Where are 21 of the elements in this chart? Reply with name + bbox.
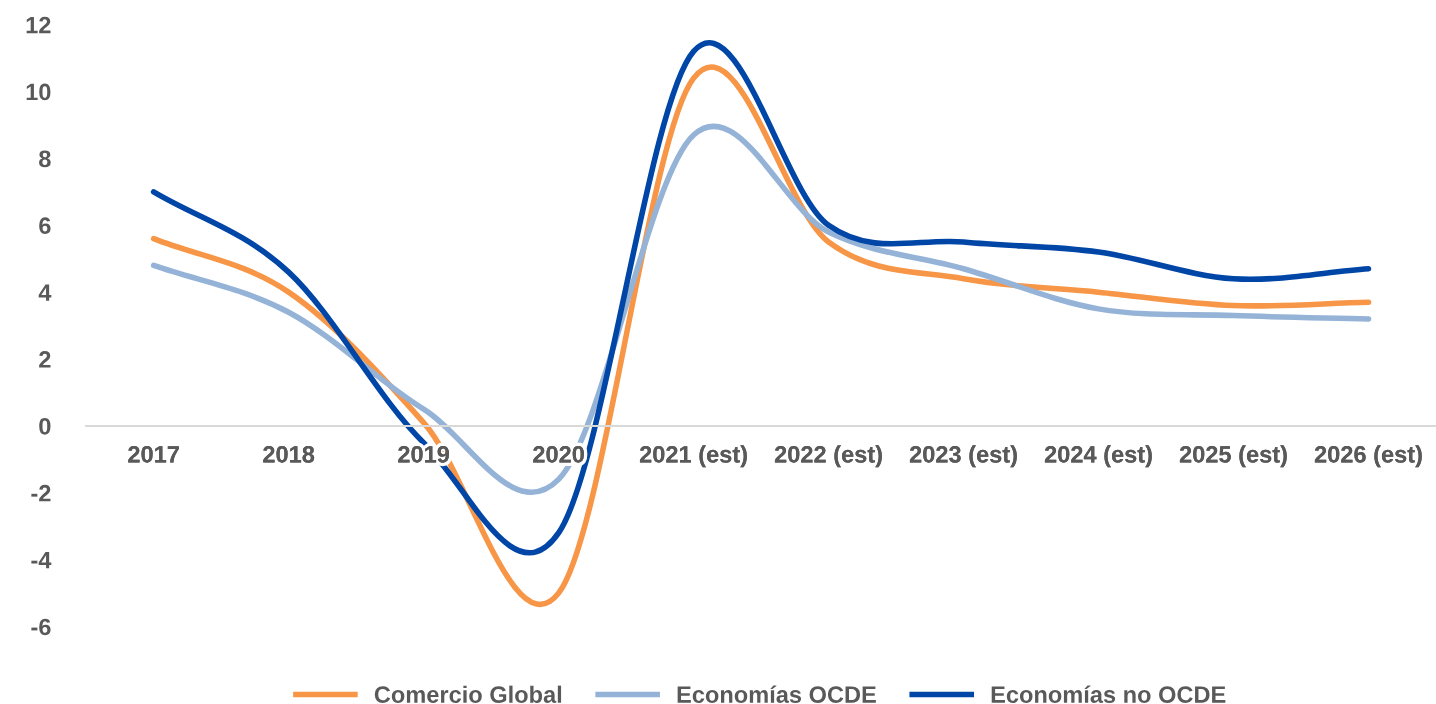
y-tick-label: 4 — [38, 284, 52, 301]
y-tick-label: -2 — [31, 484, 51, 502]
x-tick-label: 2024 (est) — [1044, 445, 1152, 468]
x-tick-label: 2026 (est) — [1314, 445, 1422, 468]
legend-label: Economías no OCDE — [991, 685, 1226, 703]
y-tick-label: 2 — [39, 351, 51, 368]
x-tick-label: 2018 — [263, 445, 315, 463]
y-tick-label: 12 — [26, 16, 51, 34]
y-tick-label: -6 — [31, 618, 51, 636]
x-tick-label: 2022 (est) — [774, 445, 882, 468]
x-tick-label: 2021 (est) — [639, 445, 747, 468]
x-tick-label: 2017 — [128, 445, 179, 463]
y-tick-label: 10 — [26, 83, 51, 101]
x-tick-label: 2023 (est) — [909, 445, 1017, 468]
y-tick-label: 8 — [39, 150, 51, 168]
y-tick-label: -4 — [31, 551, 52, 569]
x-tick-label: 2025 (est) — [1179, 445, 1287, 468]
legend-label: Comercio Global — [374, 685, 562, 703]
legend-label: Economías OCDE — [677, 685, 876, 703]
y-tick-label: 6 — [39, 217, 51, 235]
y-tick-label: 0 — [39, 417, 51, 435]
